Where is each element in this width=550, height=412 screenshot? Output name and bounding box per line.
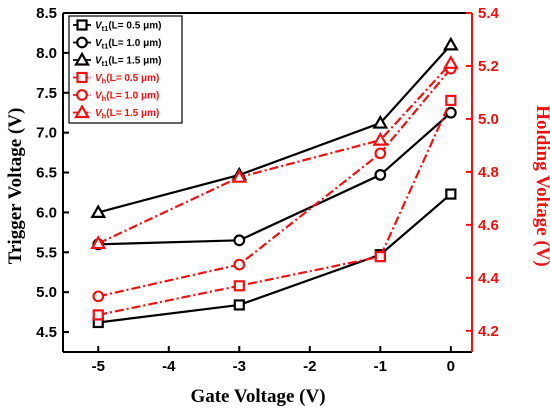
x-tick-label: -4 — [162, 358, 176, 375]
data-point — [374, 251, 386, 263]
data-point — [442, 55, 459, 69]
legend-item: Vt1(L= 0.5 μm) — [73, 19, 161, 34]
legend-swatch-marker — [74, 104, 90, 119]
data-point — [92, 290, 105, 303]
y2-tick-label: 5.2 — [478, 58, 499, 75]
legend-swatch-marker — [76, 71, 88, 84]
series-layer — [90, 36, 459, 329]
series-line — [98, 111, 452, 246]
data-point — [233, 280, 245, 292]
legend-label: Vh(L= 0.5 μm) — [95, 73, 159, 86]
y2-tick-label: 4.6 — [478, 217, 499, 234]
legend-item: Vt1(L= 1.5 μm) — [73, 51, 161, 69]
x-tick-label: -5 — [92, 358, 105, 375]
data-point — [231, 168, 248, 183]
y-tick-label: 8.0 — [36, 45, 57, 62]
series-4 — [92, 94, 457, 321]
y-tick-label: 5.5 — [36, 244, 57, 261]
data-point — [90, 235, 107, 250]
x-tick-label: -2 — [303, 358, 316, 375]
legend-item: Vt1(L= 1.0 μm) — [73, 36, 161, 51]
y2-tick-label: 5.0 — [478, 111, 499, 128]
series-1 — [92, 188, 457, 329]
data-point — [92, 309, 104, 321]
y-tick-label: 6.5 — [36, 165, 57, 182]
data-point — [372, 131, 389, 146]
y-axis-title: Trigger Voltage (V) — [5, 108, 26, 265]
x-tick-label: -3 — [233, 358, 246, 375]
series-line — [97, 44, 452, 214]
legend-label: Vt1(L= 0.5 μm) — [95, 21, 161, 34]
data-point — [233, 234, 246, 247]
data-point — [374, 169, 387, 181]
series-line — [98, 193, 452, 324]
data-point — [442, 36, 459, 51]
legend-swatch-marker — [76, 36, 88, 49]
y-tick-label: 7.5 — [36, 85, 57, 102]
legend-swatch-marker — [74, 51, 90, 66]
legend-swatch-marker — [76, 19, 88, 31]
legend-label: Vh(L= 1.0 μm) — [95, 91, 159, 104]
data-point — [90, 204, 107, 219]
y-tick-label: 4.5 — [36, 324, 57, 341]
data-point — [445, 188, 457, 200]
y2-tick-label: 4.2 — [478, 323, 499, 340]
y2-tick-label: 5.4 — [478, 5, 500, 22]
legend-box — [68, 15, 183, 124]
x-tick-label: -1 — [374, 358, 387, 375]
data-point — [372, 114, 389, 129]
legend-label: Vh(L= 1.5 μm) — [95, 108, 159, 121]
y2-tick-label: 4.4 — [478, 270, 500, 287]
data-point — [233, 258, 246, 271]
series-line — [98, 67, 452, 298]
y2-tick-label: 4.8 — [478, 164, 499, 181]
y-tick-label: 6.0 — [36, 204, 57, 221]
series-line — [97, 62, 452, 245]
y-tick-label: 8.5 — [36, 5, 57, 22]
legend-item: Vh(L= 0.5 μm) — [73, 71, 159, 86]
legend-item: Vh(L= 1.0 μm) — [73, 89, 159, 104]
data-point — [233, 299, 245, 311]
y-tick-label: 7.0 — [36, 125, 57, 142]
series-6 — [90, 55, 459, 250]
legend-label: Vt1(L= 1.0 μm) — [95, 38, 161, 51]
legend-swatch-marker — [76, 89, 88, 101]
series-line — [98, 99, 452, 316]
series-2 — [92, 106, 457, 251]
series-3 — [90, 36, 459, 219]
y-tick-label: 5.0 — [36, 284, 57, 301]
axes-layer: -5 -4 -3 -2 -1 0 4.5 5.0 5.5 6.0 6.5 7.0 7.5 8.0 8.5 4.… — [36, 5, 499, 375]
legend: Vt1(L= 0.5 μm) Vt1(L= 1.0 μm) Vt1(L= 1.5 μ… — [68, 15, 183, 124]
data-point — [374, 147, 387, 160]
y2-axis-title: Holding Voltage (V) — [532, 105, 550, 267]
x-axis-title: Gate Voltage (V) — [190, 386, 325, 407]
x-tick-label: 0 — [447, 358, 455, 375]
data-point — [445, 94, 457, 106]
legend-item: Vh(L= 1.5 μm) — [73, 104, 159, 121]
legend-label: Vt1(L= 1.5 μm) — [95, 56, 161, 69]
